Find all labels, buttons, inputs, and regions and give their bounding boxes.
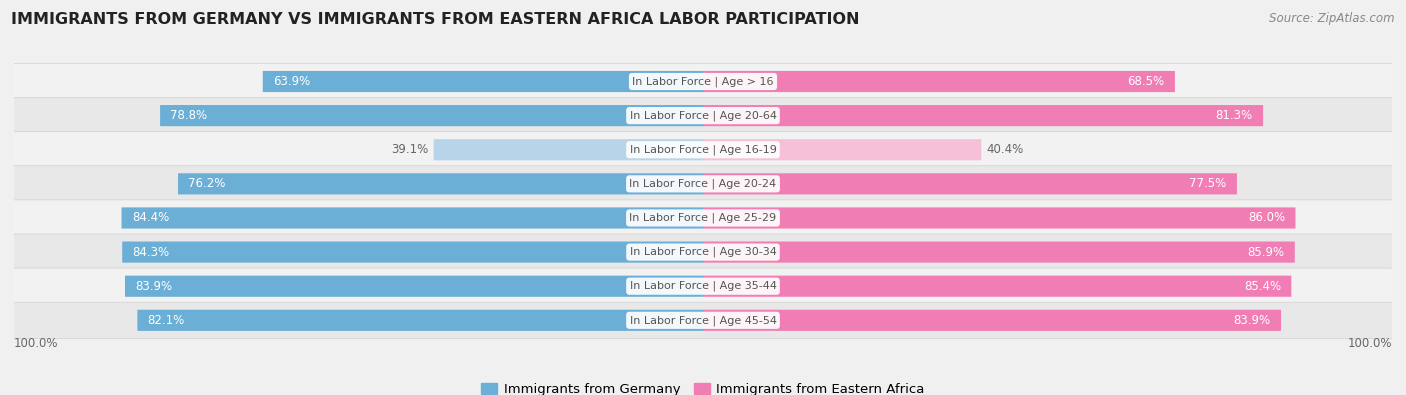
Text: 68.5%: 68.5% [1128,75,1164,88]
Legend: Immigrants from Germany, Immigrants from Eastern Africa: Immigrants from Germany, Immigrants from… [477,378,929,395]
FancyBboxPatch shape [14,268,1392,304]
Text: 39.1%: 39.1% [391,143,427,156]
Text: 86.0%: 86.0% [1249,211,1285,224]
Text: 100.0%: 100.0% [14,337,59,350]
FancyBboxPatch shape [263,71,703,92]
FancyBboxPatch shape [14,200,1392,236]
Text: Source: ZipAtlas.com: Source: ZipAtlas.com [1270,12,1395,25]
FancyBboxPatch shape [703,139,981,160]
FancyBboxPatch shape [160,105,703,126]
FancyBboxPatch shape [14,302,1392,339]
FancyBboxPatch shape [179,173,703,194]
Text: 78.8%: 78.8% [170,109,208,122]
FancyBboxPatch shape [14,98,1392,134]
FancyBboxPatch shape [703,241,1295,263]
Text: 84.4%: 84.4% [132,211,169,224]
FancyBboxPatch shape [703,310,1281,331]
Text: 82.1%: 82.1% [148,314,186,327]
Text: 40.4%: 40.4% [987,143,1024,156]
Text: 85.4%: 85.4% [1244,280,1281,293]
Text: In Labor Force | Age > 16: In Labor Force | Age > 16 [633,76,773,87]
Text: 63.9%: 63.9% [273,75,311,88]
FancyBboxPatch shape [125,276,703,297]
FancyBboxPatch shape [703,105,1263,126]
Text: 83.9%: 83.9% [1233,314,1271,327]
FancyBboxPatch shape [703,71,1175,92]
Text: In Labor Force | Age 16-19: In Labor Force | Age 16-19 [630,145,776,155]
FancyBboxPatch shape [14,64,1392,100]
Text: 81.3%: 81.3% [1216,109,1253,122]
Text: In Labor Force | Age 20-24: In Labor Force | Age 20-24 [630,179,776,189]
Text: 100.0%: 100.0% [1347,337,1392,350]
Text: 85.9%: 85.9% [1247,246,1285,259]
Text: In Labor Force | Age 25-29: In Labor Force | Age 25-29 [630,213,776,223]
FancyBboxPatch shape [14,132,1392,168]
FancyBboxPatch shape [14,166,1392,202]
FancyBboxPatch shape [138,310,703,331]
Text: 84.3%: 84.3% [132,246,170,259]
FancyBboxPatch shape [703,276,1291,297]
Text: 77.5%: 77.5% [1189,177,1226,190]
FancyBboxPatch shape [122,241,703,263]
Text: IMMIGRANTS FROM GERMANY VS IMMIGRANTS FROM EASTERN AFRICA LABOR PARTICIPATION: IMMIGRANTS FROM GERMANY VS IMMIGRANTS FR… [11,12,859,27]
FancyBboxPatch shape [433,139,703,160]
FancyBboxPatch shape [703,207,1295,229]
Text: In Labor Force | Age 35-44: In Labor Force | Age 35-44 [630,281,776,292]
Text: 83.9%: 83.9% [135,280,173,293]
Text: 76.2%: 76.2% [188,177,226,190]
Text: In Labor Force | Age 30-34: In Labor Force | Age 30-34 [630,247,776,257]
FancyBboxPatch shape [121,207,703,229]
Text: In Labor Force | Age 45-54: In Labor Force | Age 45-54 [630,315,776,325]
Text: In Labor Force | Age 20-64: In Labor Force | Age 20-64 [630,110,776,121]
FancyBboxPatch shape [14,234,1392,270]
FancyBboxPatch shape [703,173,1237,194]
